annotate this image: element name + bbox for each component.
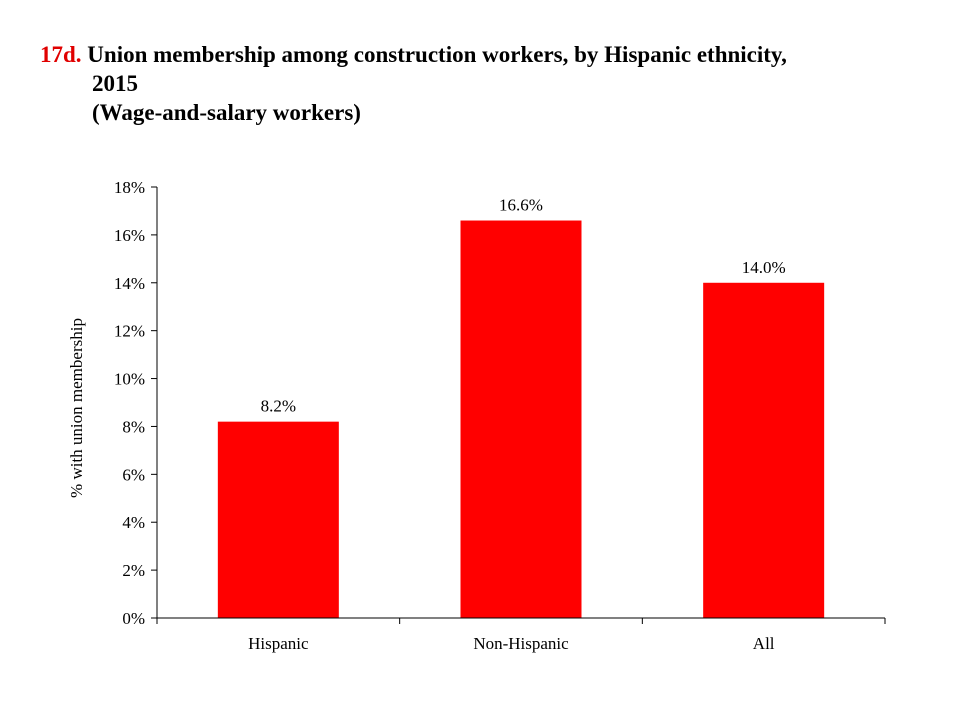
- x-tick-label: All: [753, 634, 775, 653]
- y-tick-label: 4%: [122, 513, 145, 532]
- bar-hispanic: [217, 421, 339, 618]
- x-axis-ticks: Hispanic Non-Hispanic All: [156, 618, 886, 653]
- x-tick-label: Hispanic: [248, 634, 309, 653]
- chart-subtitle: (Wage-and-salary workers): [92, 100, 361, 125]
- y-axis-ticks: 0% 2% 4% 6% 8% 10% 12% 14% 16% 18%: [114, 178, 157, 628]
- y-tick-label: 12%: [114, 322, 145, 341]
- data-label: 16.6%: [499, 196, 543, 215]
- title-line-1: 17d. Union membership among construction…: [40, 40, 940, 69]
- y-tick-label: 16%: [114, 226, 145, 245]
- y-tick-label: 18%: [114, 178, 145, 197]
- data-label: 8.2%: [261, 397, 296, 416]
- title-year: 2015: [92, 71, 138, 96]
- y-axis-label: % with union membership: [67, 318, 86, 498]
- bars: 8.2% 16.6% 14.0%: [217, 196, 825, 618]
- y-tick-label: 10%: [114, 370, 145, 389]
- figure-number: 17d.: [40, 42, 82, 67]
- y-tick-label: 14%: [114, 274, 145, 293]
- y-tick-label: 8%: [122, 417, 145, 436]
- y-tick-label: 6%: [122, 465, 145, 484]
- chart-title: 17d. Union membership among construction…: [40, 40, 940, 127]
- bar-all: [703, 282, 825, 618]
- y-tick-label: 0%: [122, 609, 145, 628]
- title-text: Union membership among construction work…: [87, 42, 787, 67]
- data-label: 14.0%: [742, 258, 786, 277]
- x-tick-label: Non-Hispanic: [473, 634, 569, 653]
- bar-non-hispanic: [460, 220, 582, 618]
- y-tick-label: 2%: [122, 561, 145, 580]
